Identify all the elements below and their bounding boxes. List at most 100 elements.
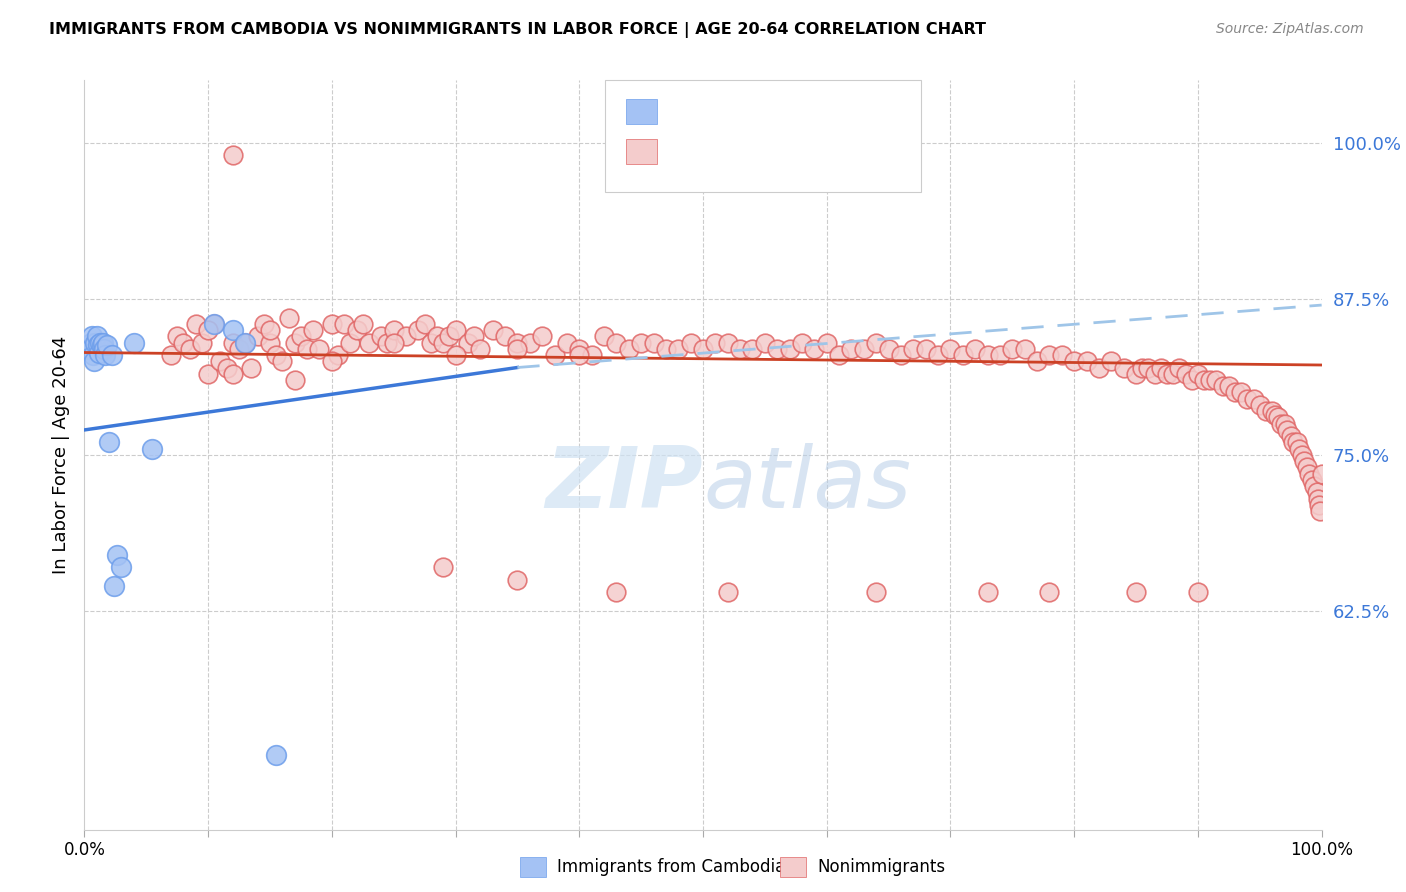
Point — [290, 329, 312, 343]
Point — [1274, 417, 1296, 431]
Text: atlas: atlas — [703, 443, 911, 526]
Point — [1205, 373, 1227, 387]
Point — [1168, 360, 1191, 375]
Point — [103, 579, 125, 593]
Point — [655, 342, 678, 356]
Point — [1254, 404, 1277, 418]
Point — [841, 342, 863, 356]
Point — [77, 342, 100, 356]
Point — [191, 335, 214, 350]
Point — [976, 585, 998, 599]
Point — [506, 573, 529, 587]
Point — [1306, 491, 1329, 506]
Point — [215, 360, 238, 375]
Point — [1156, 367, 1178, 381]
Point — [1223, 385, 1246, 400]
Point — [1212, 379, 1234, 393]
Point — [1161, 367, 1184, 381]
Point — [89, 345, 111, 359]
Point — [444, 348, 467, 362]
Point — [172, 335, 194, 350]
Point — [233, 335, 256, 350]
Point — [754, 335, 776, 350]
Point — [1249, 398, 1271, 412]
Point — [1063, 354, 1085, 368]
Point — [80, 329, 103, 343]
Point — [1291, 448, 1313, 462]
Point — [779, 342, 801, 356]
Point — [105, 548, 128, 562]
Point — [413, 317, 436, 331]
Point — [666, 342, 689, 356]
Point — [581, 348, 603, 362]
Point — [160, 348, 183, 362]
Point — [494, 329, 516, 343]
Text: Nonimmigrants: Nonimmigrants — [817, 858, 945, 876]
Point — [1187, 367, 1209, 381]
Point — [1236, 392, 1258, 406]
Point — [1218, 379, 1240, 393]
Point — [100, 348, 122, 362]
Point — [228, 342, 250, 356]
Point — [1050, 348, 1073, 362]
Point — [815, 335, 838, 350]
Point — [264, 747, 287, 762]
Point — [264, 348, 287, 362]
Point — [1294, 454, 1316, 468]
Point — [1143, 367, 1166, 381]
Point — [233, 335, 256, 350]
Point — [717, 335, 740, 350]
Point — [222, 323, 245, 337]
Text: N =: N = — [769, 143, 808, 161]
Point — [321, 317, 343, 331]
Point — [1026, 354, 1049, 368]
Point — [617, 342, 640, 356]
Point — [988, 348, 1011, 362]
Point — [1174, 367, 1197, 381]
Point — [519, 335, 541, 350]
Point — [377, 335, 399, 350]
Point — [83, 354, 105, 368]
Point — [444, 323, 467, 337]
Point — [741, 342, 763, 356]
Point — [82, 348, 104, 362]
Point — [914, 342, 936, 356]
Point — [122, 335, 145, 350]
Text: 26: 26 — [806, 103, 831, 120]
Point — [426, 329, 449, 343]
Point — [432, 335, 454, 350]
Point — [141, 442, 163, 456]
Point — [84, 335, 107, 350]
Point — [284, 335, 307, 350]
Point — [531, 329, 554, 343]
Point — [728, 342, 751, 356]
Text: R =: R = — [668, 103, 707, 120]
Point — [179, 342, 201, 356]
Point — [93, 342, 115, 356]
Point — [439, 329, 461, 343]
Point — [568, 348, 591, 362]
Point — [1279, 429, 1302, 443]
Point — [321, 354, 343, 368]
Point — [222, 367, 245, 381]
Point — [568, 342, 591, 356]
Point — [94, 348, 117, 362]
Point — [952, 348, 974, 362]
Point — [766, 342, 789, 356]
Point — [253, 317, 276, 331]
Point — [605, 335, 627, 350]
Text: IMMIGRANTS FROM CAMBODIA VS NONIMMIGRANTS IN LABOR FORCE | AGE 20-64 CORRELATION: IMMIGRANTS FROM CAMBODIA VS NONIMMIGRANT… — [49, 22, 986, 38]
Point — [87, 338, 110, 352]
Point — [1308, 498, 1330, 512]
Point — [308, 342, 330, 356]
Text: 156: 156 — [806, 143, 844, 161]
Point — [1303, 479, 1326, 493]
Point — [1130, 360, 1153, 375]
Point — [90, 338, 112, 352]
Point — [976, 348, 998, 362]
Point — [408, 323, 430, 337]
Point — [1267, 410, 1289, 425]
Point — [470, 342, 492, 356]
Point — [432, 560, 454, 574]
Point — [543, 348, 565, 362]
